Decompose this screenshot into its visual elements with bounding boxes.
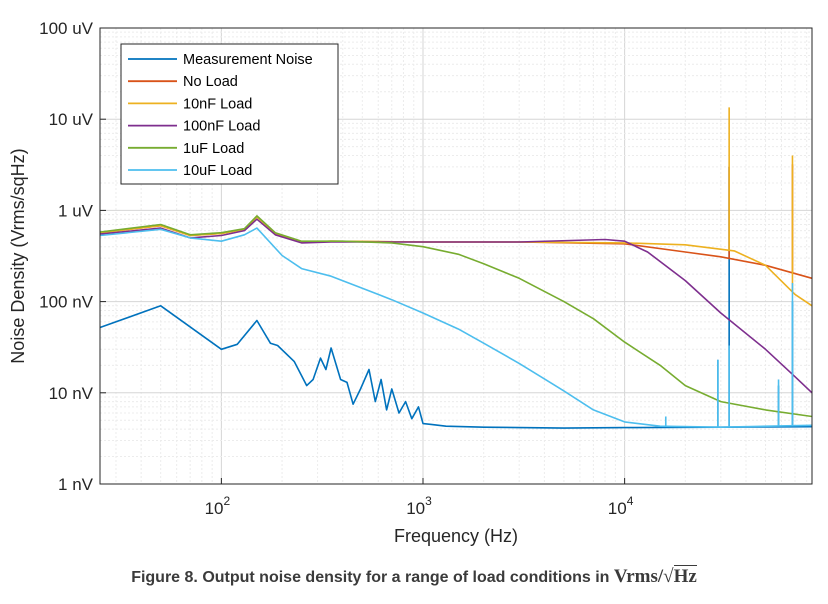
y-tick-label: 1 uV — [58, 201, 94, 220]
x-tick-label: 103 — [406, 494, 432, 518]
x-tick-label: 102 — [205, 494, 231, 518]
y-tick-label: 100 uV — [39, 19, 94, 38]
x-axis-ticks: 102 103 104 — [205, 478, 634, 518]
caption-unit: Vrms/√Hz — [614, 565, 697, 587]
y-axis-label: Noise Density (Vrms/sqHz) — [8, 148, 28, 363]
caption-unit-hz: Hz — [673, 565, 697, 587]
caption-text: Figure 8. Output noise density for a ran… — [131, 569, 614, 586]
legend-entry: 10nF Load — [183, 96, 252, 112]
axes-frame — [99, 27, 813, 485]
y-tick-label: 10 uV — [49, 110, 94, 129]
y-axis-ticks: 100 uV 10 uV 1 uV 100 nV 10 nV 1 nV — [39, 19, 106, 494]
plot-area — [99, 107, 813, 429]
series-line-0 — [99, 305, 813, 429]
y-tick-label: 10 nV — [49, 384, 94, 403]
legend-entry: 10uF Load — [183, 163, 252, 179]
caption-unit-vrms: Vrms/ — [613, 566, 664, 587]
series-line-5 — [99, 227, 813, 428]
y-tick-label: 1 nV — [58, 475, 94, 494]
x-tick-label: 104 — [608, 494, 634, 518]
y-tick-label: 100 nV — [39, 293, 94, 312]
legend-entry: Measurement Noise — [183, 52, 313, 68]
noise-density-chart: 100 uV 10 uV 1 uV 100 nV 10 nV 1 nV 102 103 104… — [8, 19, 813, 546]
series-line-4 — [99, 215, 813, 418]
figure-caption: Figure 8. Output noise density for a ran… — [0, 565, 828, 588]
caption-unit-sqrt: √ — [663, 566, 674, 587]
legend-entry: 1uF Load — [183, 141, 244, 157]
legend: Measurement Noise No Load 10nF Load 100nF L… — [120, 43, 339, 185]
series-line-3 — [99, 218, 813, 394]
legend-box — [120, 43, 339, 185]
x-axis-label: Frequency (Hz) — [394, 526, 518, 546]
legend-entry: No Load — [183, 74, 238, 90]
legend-entry: 100nF Load — [183, 119, 260, 135]
